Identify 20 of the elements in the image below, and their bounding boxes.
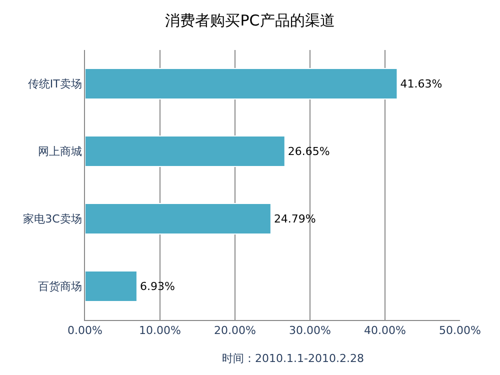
data-label: 26.65%: [288, 144, 330, 158]
x-tick-label: 10.00%: [139, 324, 181, 338]
y-tick-label: 百货商场: [38, 280, 82, 294]
x-tick-label: 30.00%: [289, 324, 331, 338]
data-label: 41.63%: [400, 77, 442, 90]
text: 时间：2010.1.1-2010.2.28: [222, 352, 364, 365]
bar: [85, 136, 286, 167]
bar: [85, 203, 272, 234]
bar: [85, 68, 398, 100]
y-tick-label: 传统IT卖场: [28, 78, 82, 91]
x-tick-label: 50.00%: [439, 324, 481, 338]
x-tick-label: 0.00%: [68, 324, 102, 338]
bar: [85, 270, 138, 302]
y-tick-label: 家电3C卖场: [23, 212, 82, 226]
chart-title: 消费者购买PC产品的渠道: [165, 12, 335, 30]
x-tick-label: 20.00%: [214, 324, 256, 338]
y-tick-label: 网上商城: [38, 145, 82, 158]
data-label: 6.93%: [140, 280, 175, 293]
data-label: 24.79%: [274, 212, 316, 226]
x-tick-label: 40.00%: [364, 324, 406, 338]
